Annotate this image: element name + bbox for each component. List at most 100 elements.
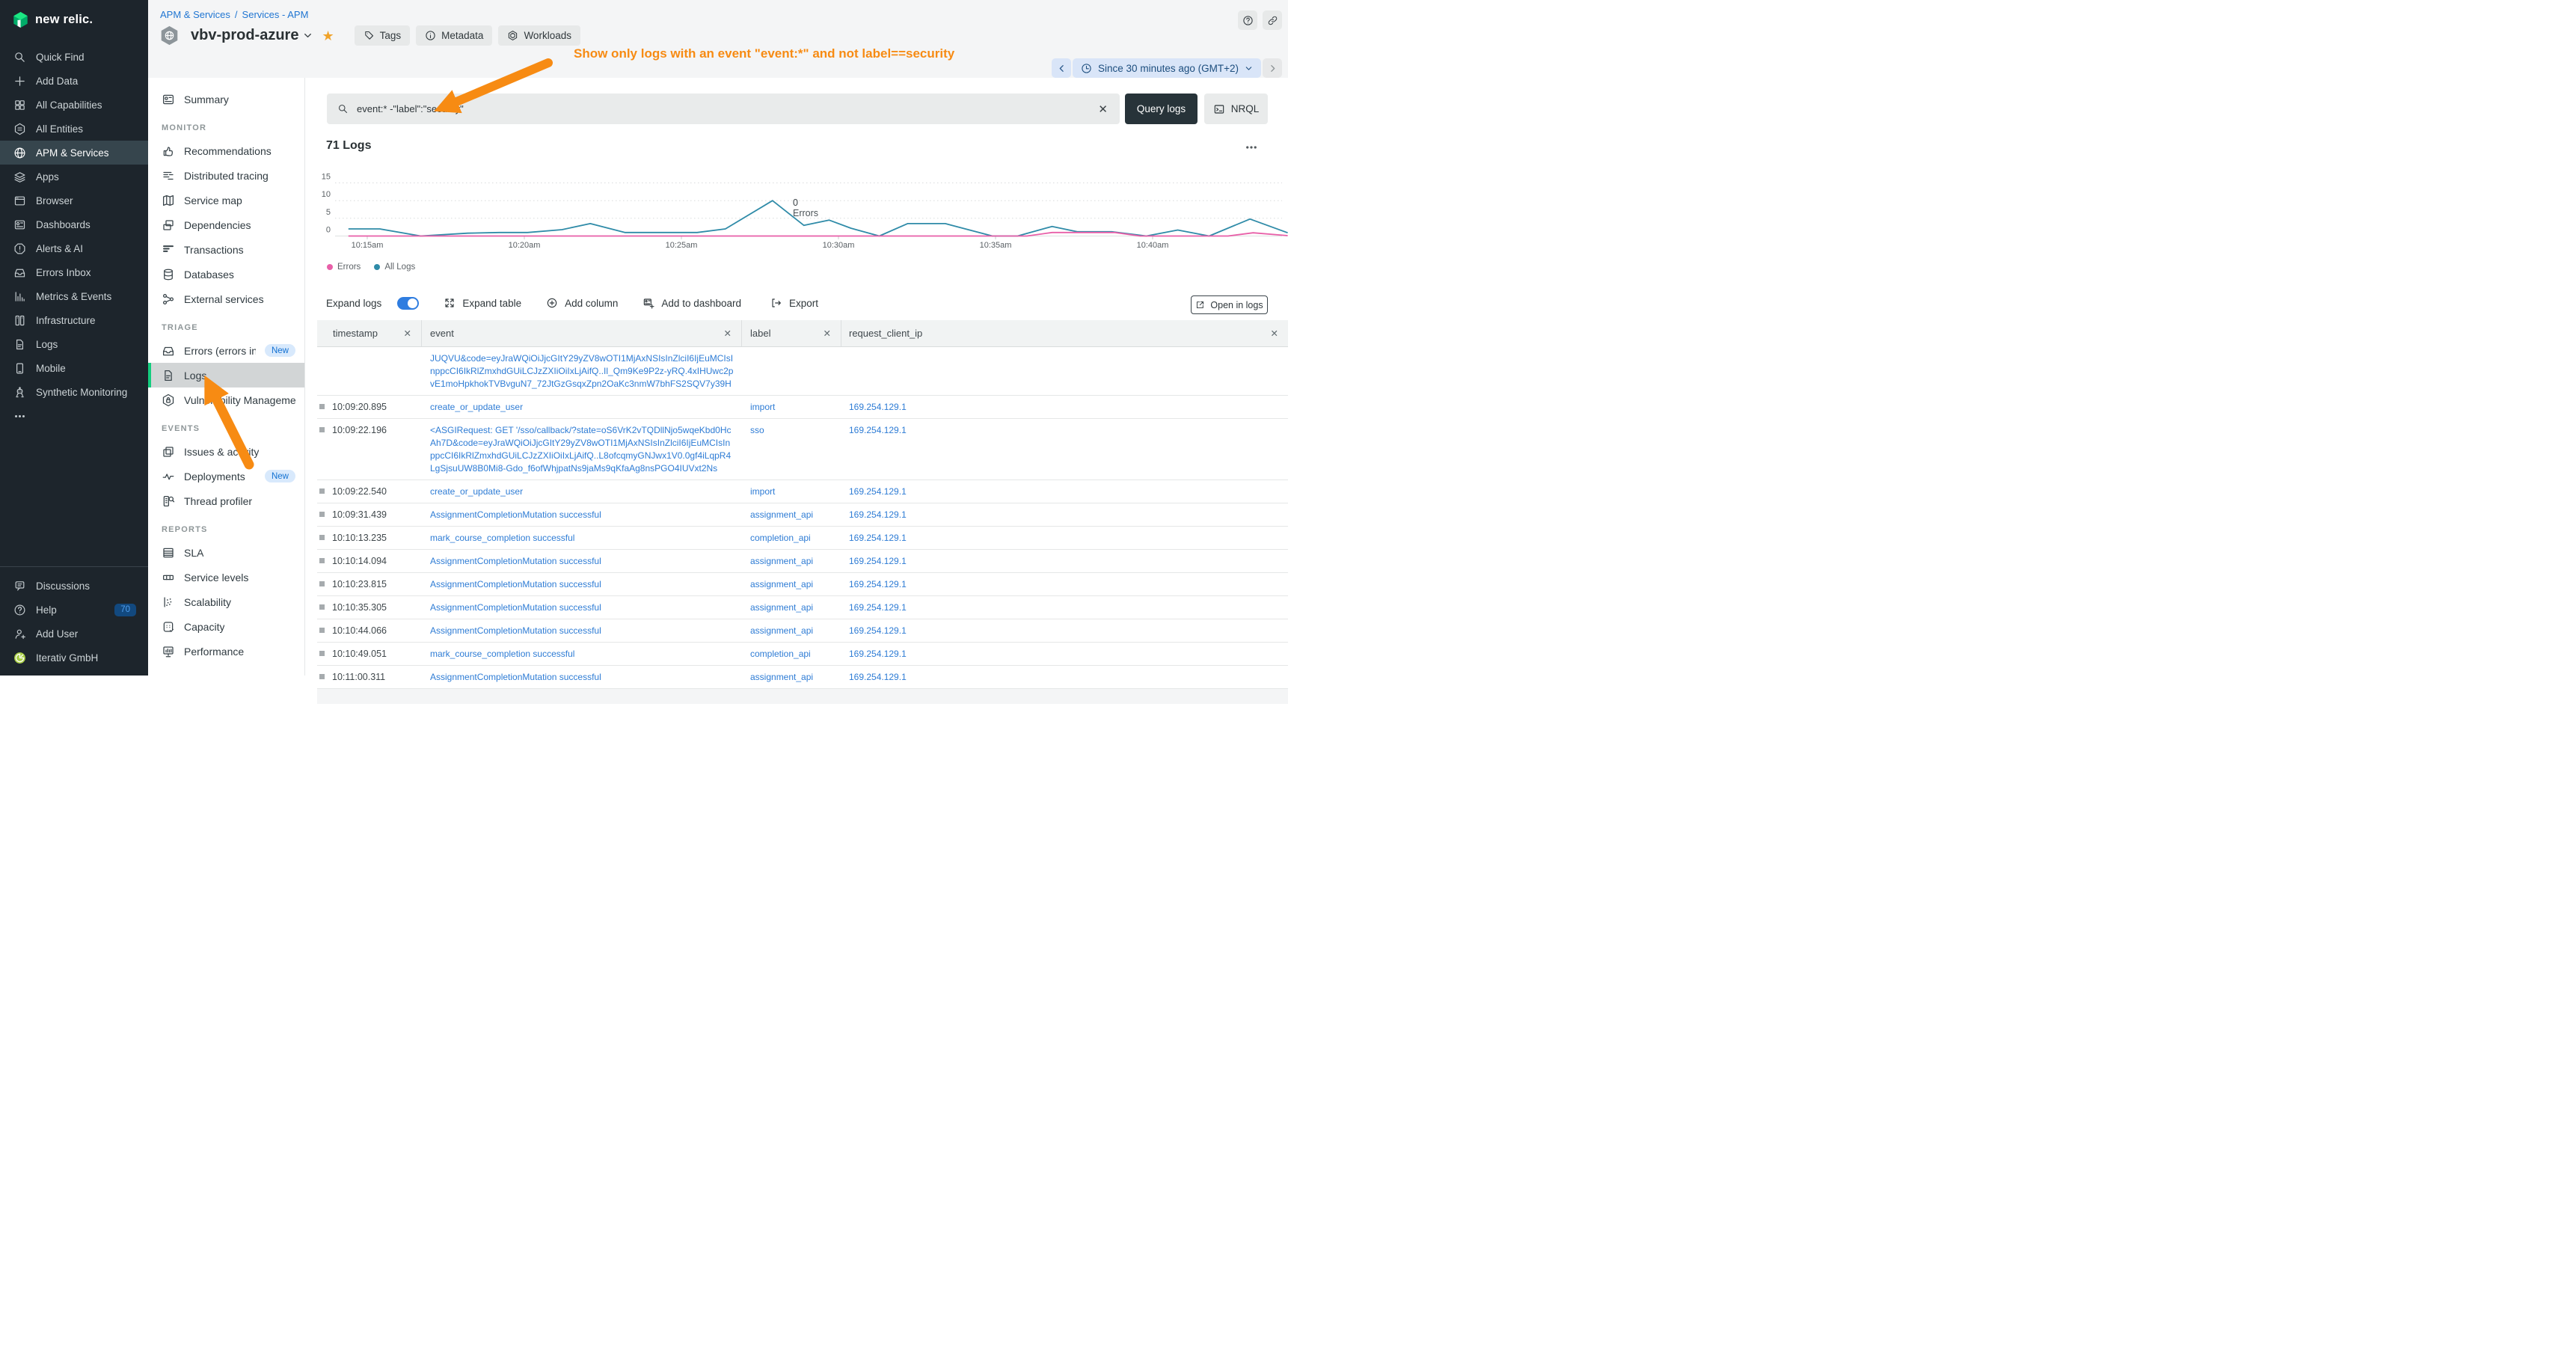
sidebar-item[interactable] <box>0 404 148 428</box>
section-item[interactable]: Recommendations <box>148 138 304 163</box>
sidebar-item[interactable]: All Entities <box>0 117 148 141</box>
log-ip-link[interactable]: 169.254.129.1 <box>849 649 907 659</box>
section-item[interactable]: Issues & activity <box>148 439 304 464</box>
section-item[interactable]: Logs <box>148 363 304 387</box>
clear-query-icon[interactable]: ✕ <box>1098 102 1108 116</box>
section-item[interactable]: Deployments New <box>148 464 304 488</box>
remove-column-icon[interactable]: ✕ <box>723 328 732 339</box>
entity-button[interactable]: Tags <box>354 25 411 46</box>
time-range-button[interactable]: Since 30 minutes ago (GMT+2) <box>1073 58 1261 78</box>
open-in-logs-button[interactable]: Open in logs <box>1191 295 1268 314</box>
remove-column-icon[interactable]: ✕ <box>1270 328 1278 339</box>
sidebar-item[interactable]: Metrics & Events <box>0 284 148 308</box>
row-checkbox[interactable] <box>319 628 325 633</box>
log-table-row[interactable]: 10:11:00.311 AssignmentCompletionMutatio… <box>317 666 1288 689</box>
log-ip-link[interactable]: 169.254.129.1 <box>849 509 907 520</box>
breadcrumb-link-services[interactable]: Services - APM <box>242 9 309 20</box>
row-checkbox[interactable] <box>319 427 325 432</box>
entity-button[interactable]: Metadata <box>416 25 493 46</box>
log-label-link[interactable]: assignment_api <box>750 579 814 589</box>
log-table-row[interactable]: 10:10:13.235 mark_course_completion succ… <box>317 527 1288 550</box>
log-ip-link[interactable]: 169.254.129.1 <box>849 402 907 412</box>
log-query-input[interactable]: event:* -"label":"security" ✕ <box>327 94 1120 124</box>
section-item[interactable]: Errors (errors inb... New <box>148 338 304 363</box>
expand-logs-toggle[interactable]: Expand logs <box>326 296 420 310</box>
column-header-request-client-ip[interactable]: request_client_ip ✕ <box>849 328 1278 339</box>
log-ip-link[interactable]: 169.254.129.1 <box>849 672 907 682</box>
section-item[interactable]: Capacity <box>148 614 304 639</box>
section-item[interactable]: Summary <box>148 87 304 111</box>
nrql-button[interactable]: NRQL <box>1204 94 1268 124</box>
log-event-link[interactable]: AssignmentCompletionMutation successful <box>430 509 601 520</box>
sidebar-item[interactable]: Alerts & AI <box>0 236 148 260</box>
column-header-label[interactable]: label ✕ <box>742 320 841 346</box>
log-event-link[interactable]: AssignmentCompletionMutation successful <box>430 602 601 613</box>
log-label-link[interactable]: completion_api <box>750 649 811 659</box>
sidebar-item[interactable]: Apps <box>0 165 148 189</box>
log-label-link[interactable]: sso <box>750 425 764 435</box>
row-checkbox[interactable] <box>319 604 325 610</box>
section-item[interactable]: Thread profiler <box>148 488 304 513</box>
log-event-link[interactable]: create_or_update_user <box>430 486 524 497</box>
log-ip-link[interactable]: 169.254.129.1 <box>849 486 907 497</box>
log-table-row[interactable]: 10:09:31.439 AssignmentCompletionMutatio… <box>317 503 1288 527</box>
log-table-row[interactable]: 10:09:22.540 create_or_update_user impor… <box>317 480 1288 503</box>
favorite-star-icon[interactable]: ★ <box>322 28 334 43</box>
new-relic-logo[interactable]: new relic. <box>0 0 148 31</box>
sidebar-item[interactable]: Infrastructure <box>0 308 148 332</box>
log-table-row[interactable]: 10:10:23.815 AssignmentCompletionMutatio… <box>317 573 1288 596</box>
legend-item[interactable]: Errors <box>327 263 361 272</box>
log-event-link[interactable]: AssignmentCompletionMutation successful <box>430 579 601 589</box>
row-checkbox[interactable] <box>319 404 325 409</box>
copy-link-button[interactable] <box>1263 10 1282 30</box>
sidebar-footer-item[interactable]: Iterativ GmbH <box>0 646 148 670</box>
sidebar-item[interactable]: Add Data <box>0 69 148 93</box>
row-checkbox[interactable] <box>319 512 325 517</box>
add-to-dashboard-button[interactable]: Add to dashboard <box>643 297 741 309</box>
log-event-link[interactable]: JUQVU&code=eyJraWQiOiJjcGItY29yZV8wOTI1M… <box>430 353 734 389</box>
sidebar-item[interactable]: APM & Services <box>0 141 148 165</box>
section-item[interactable]: Scalability <box>148 589 304 614</box>
section-item[interactable]: Vulnerability Management <box>148 387 304 412</box>
log-table-row[interactable]: 10:10:49.051 mark_course_completion succ… <box>317 643 1288 666</box>
time-forward-button[interactable] <box>1263 58 1282 78</box>
sidebar-item[interactable]: Quick Find <box>0 45 148 69</box>
legend-item[interactable]: All Logs <box>374 263 415 272</box>
section-item[interactable]: SLA <box>148 540 304 565</box>
sidebar-item[interactable]: Errors Inbox <box>0 260 148 284</box>
row-checkbox[interactable] <box>319 651 325 656</box>
log-ip-link[interactable]: 169.254.129.1 <box>849 579 907 589</box>
log-event-link[interactable]: <ASGIRequest: GET '/sso/callback/?state=… <box>430 425 732 474</box>
add-column-button[interactable]: Add column <box>546 297 618 309</box>
section-item[interactable]: Dependencies <box>148 212 304 237</box>
log-event-link[interactable]: mark_course_completion successful <box>430 533 575 543</box>
log-label-link[interactable]: import <box>750 486 776 497</box>
log-table-row[interactable]: 10:09:22.196 <ASGIRequest: GET '/sso/cal… <box>317 419 1288 480</box>
section-item[interactable]: Transactions <box>148 237 304 262</box>
breadcrumb-link-apm[interactable]: APM & Services <box>160 9 230 20</box>
log-event-link[interactable]: mark_course_completion successful <box>430 649 575 659</box>
sidebar-footer-item[interactable]: Help 70 <box>0 598 148 622</box>
row-checkbox[interactable] <box>319 535 325 540</box>
log-ip-link[interactable]: 169.254.129.1 <box>849 602 907 613</box>
sidebar-footer-item[interactable]: Add User <box>0 622 148 646</box>
sidebar-item[interactable]: Browser <box>0 189 148 212</box>
sidebar-item[interactable]: Dashboards <box>0 212 148 236</box>
log-label-link[interactable]: import <box>750 402 776 412</box>
log-label-link[interactable]: assignment_api <box>750 556 814 566</box>
logs-timeseries-chart[interactable]: 0 5 10 15 10:15am 10:20am 10:25am 10:30am 10:35a… <box>305 160 1288 254</box>
sidebar-item[interactable]: Logs <box>0 332 148 356</box>
log-table-row[interactable]: 10:10:35.305 AssignmentCompletionMutatio… <box>317 596 1288 619</box>
expand-table-button[interactable]: Expand table <box>444 297 521 309</box>
remove-column-icon[interactable]: ✕ <box>823 328 831 339</box>
section-item[interactable]: Performance <box>148 639 304 664</box>
query-logs-button[interactable]: Query logs <box>1125 94 1197 124</box>
chevron-down-icon[interactable] <box>303 31 313 40</box>
log-event-link[interactable]: AssignmentCompletionMutation successful <box>430 625 601 636</box>
section-item[interactable]: Distributed tracing <box>148 163 304 188</box>
entity-button[interactable]: Workloads <box>498 25 580 46</box>
export-button[interactable]: Export <box>770 297 818 309</box>
row-checkbox[interactable] <box>319 674 325 679</box>
log-label-link[interactable]: completion_api <box>750 533 811 543</box>
time-back-button[interactable] <box>1052 58 1072 78</box>
